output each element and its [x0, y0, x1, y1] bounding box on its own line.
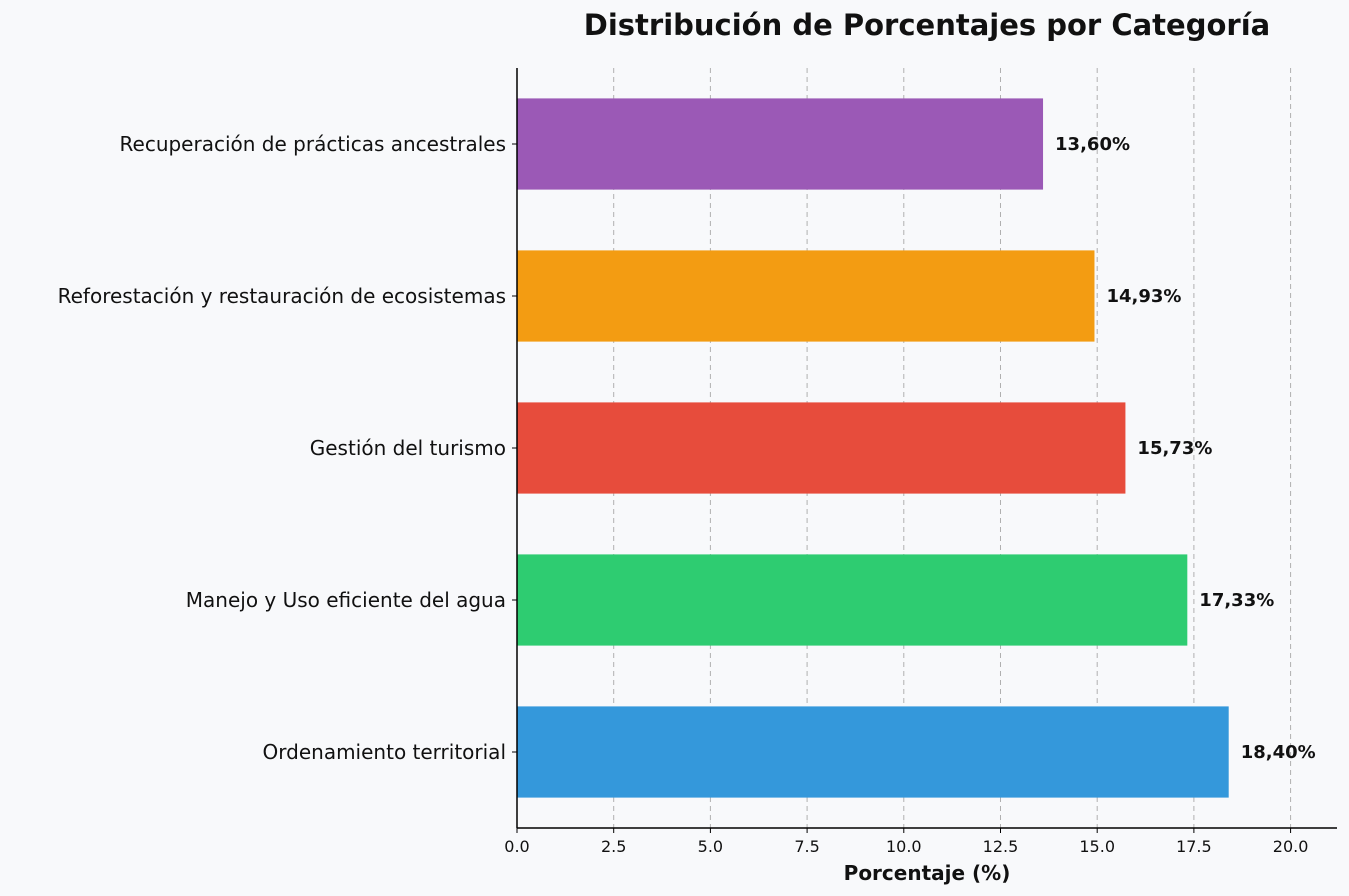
value-label: 15,73% — [1137, 438, 1212, 459]
labels: Recuperación de prácticas ancestrales 13,… — [58, 132, 1316, 764]
bar — [517, 250, 1095, 342]
bar — [517, 554, 1188, 646]
category-label: Recuperación de prácticas ancestrales — [120, 132, 506, 156]
category-label: Gestión del turismo — [310, 436, 506, 460]
category-label: Ordenamiento territorial — [263, 740, 506, 764]
x-tick-label: 20.0 — [1273, 837, 1309, 856]
chart-title: Distribución de Porcentajes por Categorí… — [583, 8, 1271, 42]
category-label: Reforestación y restauración de ecosiste… — [58, 284, 506, 308]
bar — [517, 402, 1126, 494]
x-ticks: 0.0 2.5 5.0 7.5 10.0 12.5 15.0 17.5 20.0 — [504, 828, 1308, 856]
x-tick-label: 2.5 — [601, 837, 626, 856]
x-tick-label: 12.5 — [983, 837, 1019, 856]
x-tick-label: 17.5 — [1176, 837, 1212, 856]
x-tick-label: 7.5 — [794, 837, 819, 856]
bar — [517, 98, 1044, 190]
value-label: 17,33% — [1199, 590, 1274, 611]
x-axis-title: Porcentaje (%) — [844, 861, 1011, 885]
x-tick-label: 5.0 — [698, 837, 723, 856]
bar — [517, 706, 1229, 798]
x-tick-label: 15.0 — [1079, 837, 1115, 856]
category-label: Manejo y Uso eficiente del agua — [186, 588, 506, 612]
bars — [517, 98, 1229, 798]
value-label: 14,93% — [1106, 286, 1181, 307]
x-tick-label: 10.0 — [886, 837, 922, 856]
value-label: 18,40% — [1241, 742, 1316, 763]
x-tick-label: 0.0 — [504, 837, 529, 856]
value-label: 13,60% — [1055, 134, 1130, 155]
